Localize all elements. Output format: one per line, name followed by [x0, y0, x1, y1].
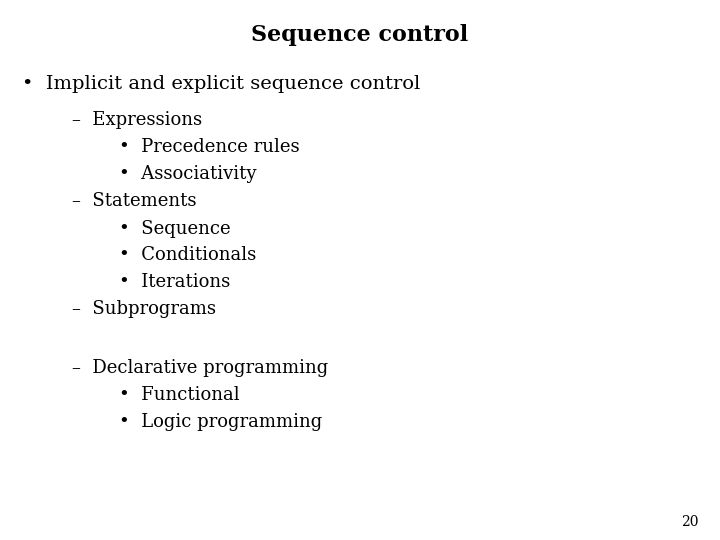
Text: •  Conditionals: • Conditionals	[119, 246, 256, 265]
Text: •  Logic programming: • Logic programming	[119, 413, 322, 431]
Text: •  Associativity: • Associativity	[119, 165, 256, 183]
Text: •  Functional: • Functional	[119, 386, 240, 404]
Text: •  Implicit and explicit sequence control: • Implicit and explicit sequence control	[22, 75, 420, 93]
Text: –  Subprograms: – Subprograms	[72, 300, 216, 318]
Text: •  Iterations: • Iterations	[119, 273, 230, 291]
Text: –  Declarative programming: – Declarative programming	[72, 359, 328, 377]
Text: 20: 20	[681, 515, 698, 529]
Text: –  Statements: – Statements	[72, 192, 197, 211]
Text: •  Precedence rules: • Precedence rules	[119, 138, 300, 157]
Text: •  Sequence: • Sequence	[119, 220, 230, 238]
Text: –  Expressions: – Expressions	[72, 111, 202, 129]
Text: Sequence control: Sequence control	[251, 24, 469, 46]
